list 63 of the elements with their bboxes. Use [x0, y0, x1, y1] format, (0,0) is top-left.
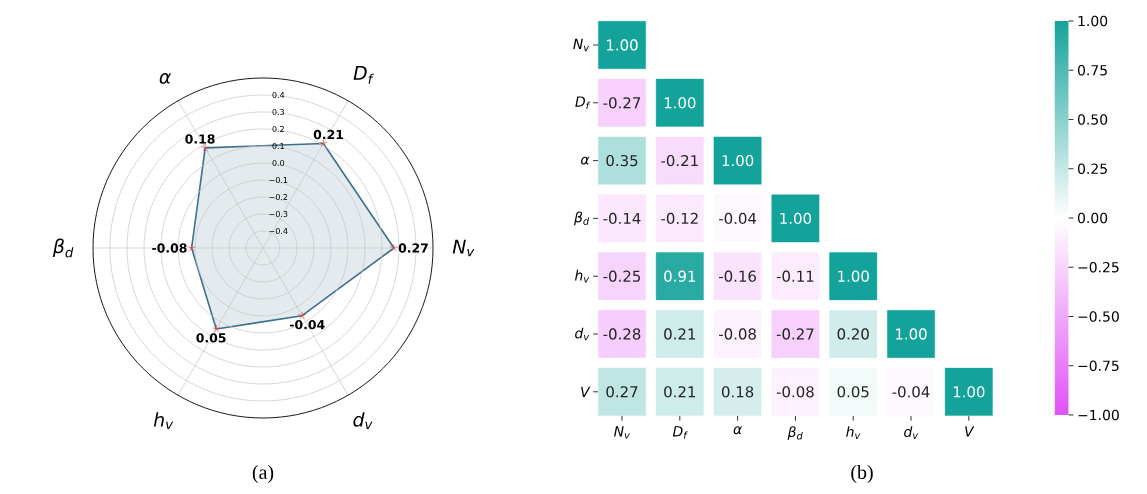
data-label: 0.05	[837, 386, 869, 398]
data-label: 0.21	[664, 386, 696, 398]
text: (b)	[851, 464, 873, 484]
data-label: -0.04	[289, 319, 325, 330]
color-bar-label: 0.75	[1077, 64, 1107, 76]
data-label: 0.05	[196, 333, 226, 343]
data-label: 0.18	[721, 386, 754, 398]
data-label: 0.91	[664, 270, 696, 282]
data-label: 0.35	[606, 154, 638, 167]
data-label: 0.21	[313, 129, 344, 140]
x-tick-label: D$_{f}$	[672, 426, 688, 439]
color-bar-label: 0.50	[1077, 114, 1108, 125]
data-label: 0.18	[185, 134, 215, 144]
data-label: -0.08	[719, 328, 756, 340]
color-bar-label: −1.00	[1078, 409, 1119, 421]
y-tick-label: β$_{d}$	[573, 211, 590, 226]
y-tick-label: N$_{v}$	[573, 38, 590, 52]
data-label: 1.00	[722, 154, 754, 167]
data-label: -0.14	[603, 212, 641, 225]
color-bar-label: 0.00	[1077, 212, 1108, 224]
data-label: -0.08	[776, 386, 814, 398]
color-bar-label: −0.50	[1078, 311, 1119, 322]
data-label: 0.27	[606, 386, 638, 398]
spoke-label: β$_{d}$	[52, 238, 74, 258]
y-tick-label: D$_{f}$	[575, 96, 591, 110]
data-label: 1.00	[664, 97, 696, 109]
data-label: -0.25	[603, 270, 641, 282]
data-label: -0.08	[152, 243, 187, 253]
data-label: 1.00	[896, 328, 927, 340]
data-label: -0.28	[603, 328, 641, 340]
y-tick-label: h$_{v}$	[574, 269, 590, 283]
data-label: 1.00	[780, 212, 812, 225]
spoke-label: α	[159, 73, 172, 84]
spoke-label: N$_{v}$	[452, 239, 475, 257]
data-label: -0.12	[661, 212, 698, 225]
data-label: -0.11	[776, 270, 814, 282]
data-label: 0.21	[664, 328, 696, 340]
x-tick-label: N$_{v}$	[614, 426, 630, 439]
text: (a)	[252, 464, 274, 484]
data-label: -0.04	[719, 212, 757, 225]
x-tick-label: d$_{v}$	[904, 426, 919, 439]
data-label: 1.00	[953, 386, 985, 398]
x-tick-label: V	[965, 426, 975, 437]
data-label: 1.00	[838, 270, 869, 282]
data-label: -0.21	[661, 154, 698, 167]
y-tick-label: d$_{v}$	[575, 327, 590, 341]
color-bar-label: −0.25	[1078, 261, 1119, 273]
x-tick-label: h$_{v}$	[846, 426, 861, 439]
color-bar-label: −0.75	[1078, 360, 1119, 372]
data-label: -0.27	[603, 97, 641, 109]
color-bar-label: 0.25	[1077, 163, 1107, 175]
color-bar-label: 1.00	[1078, 15, 1108, 27]
y-tick-label: α	[581, 156, 590, 165]
y-tick-label: V	[581, 386, 591, 397]
data-label: 1.00	[607, 39, 638, 51]
x-tick-label: β$_{d}$	[787, 426, 803, 440]
data-label: -0.16	[719, 270, 756, 282]
x-tick-label: α	[733, 426, 743, 435]
data-label: -0.04	[892, 386, 930, 398]
data-label: 0.27	[398, 243, 428, 253]
data-label: -0.27	[776, 328, 814, 340]
spoke-label: D$_{f}$	[353, 65, 374, 84]
data-label: 0.20	[837, 328, 869, 340]
